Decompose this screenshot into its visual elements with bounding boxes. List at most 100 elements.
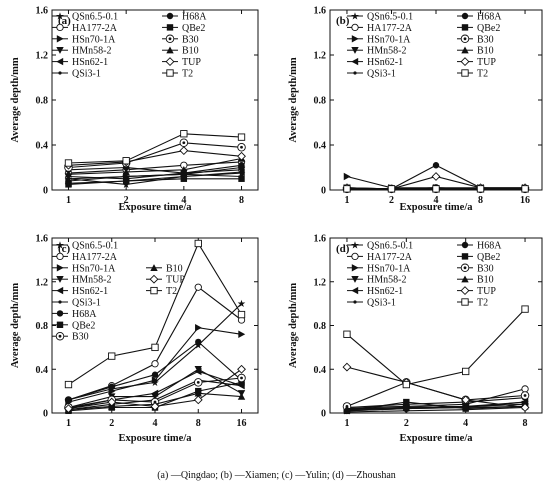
legend-marker — [461, 46, 469, 54]
data-point-core — [240, 376, 243, 380]
legend-item: HSn62-1 — [52, 57, 108, 68]
y-axis-label: Average depth/mm — [10, 283, 21, 368]
legend-marker-shape — [351, 252, 359, 261]
legend-marker-core — [58, 334, 62, 338]
legend-item: QBe2 — [457, 252, 500, 263]
legend-marker — [461, 275, 469, 283]
data-point-shape — [194, 239, 202, 248]
legend-marker — [351, 286, 359, 295]
legend: ★ QSn6.5-0.1HA177-2AHSn70-1AHMn58-2HSn62-… — [52, 241, 185, 343]
legend-label: HA177-2A — [367, 252, 413, 263]
legend-marker — [353, 71, 357, 75]
legend-marker — [166, 24, 174, 31]
data-point-shape — [180, 175, 188, 182]
y-tick-label: 1.2 — [36, 277, 49, 288]
data-point-shape — [237, 364, 246, 374]
data-point-shape — [193, 395, 203, 405]
data-point — [238, 175, 245, 182]
legend-marker — [55, 331, 65, 341]
legend-marker-glyph: ★ — [351, 12, 360, 23]
legend-marker — [165, 57, 175, 67]
legend-item: T2 — [146, 286, 177, 297]
data-point-shape — [151, 389, 159, 398]
y-tick-label: 0.4 — [36, 365, 49, 376]
legend-label: B30 — [72, 332, 89, 343]
data-point — [431, 172, 441, 181]
legend-marker — [461, 253, 469, 260]
series-line — [68, 164, 242, 174]
legend-label: QSi3-1 — [367, 69, 396, 80]
x-tick-label: 2 — [389, 195, 394, 206]
legend-item: B10 — [457, 275, 494, 286]
x-tick-label: 8 — [523, 418, 528, 429]
legend-marker — [58, 71, 62, 75]
data-point: ★ — [237, 299, 246, 310]
legend-item: H68A — [162, 12, 207, 23]
x-tick-label: 8 — [478, 195, 483, 206]
data-point-shape — [432, 185, 440, 193]
legend-label: QSn6.5-0.1 — [72, 241, 118, 252]
y-tick-label: 0.4 — [314, 141, 327, 152]
data-point-shape — [150, 402, 160, 411]
legend-item: TUP — [457, 57, 496, 68]
legend-item: TUP — [146, 275, 185, 286]
legend-marker-shape — [461, 253, 469, 260]
data-point-shape — [65, 181, 72, 188]
legend-item: B30 — [457, 34, 494, 45]
legend: ★ QSn6.5-0.1HA177-2AHSn70-1AHMn58-2HSn62-… — [347, 12, 502, 80]
data-point-shape — [65, 396, 72, 404]
legend-label: QSn6.5-0.1 — [367, 12, 413, 23]
legend-item: HSn70-1A — [52, 263, 116, 274]
series-line — [68, 157, 242, 175]
data-point-core — [182, 141, 186, 145]
data-point — [151, 360, 159, 368]
legend-marker-shape — [353, 300, 357, 304]
series-T2 — [64, 130, 246, 167]
data-point — [238, 330, 246, 338]
legend-marker-shape — [56, 321, 64, 328]
data-point-shape — [521, 385, 529, 393]
x-tick-label: 1 — [66, 195, 71, 206]
data-point-shape — [461, 395, 471, 405]
legend-marker-shape — [150, 264, 158, 271]
data-point — [66, 177, 71, 181]
data-point-shape — [237, 151, 246, 161]
data-point — [237, 168, 245, 176]
data-point-core — [196, 380, 200, 384]
data-point — [151, 371, 159, 378]
data-point — [237, 392, 246, 400]
legend-marker-shape — [56, 47, 64, 54]
x-tick-label: 1 — [344, 195, 349, 206]
legend-marker-shape — [150, 286, 158, 295]
legend-marker — [351, 276, 359, 283]
legend-marker-shape — [351, 264, 359, 272]
x-axis-label: Exposure time/a — [118, 202, 192, 213]
data-point-shape — [195, 338, 202, 346]
x-tick-label: 1 — [66, 418, 71, 429]
data-point — [193, 395, 203, 405]
y-tick-label: 1.2 — [36, 51, 49, 62]
data-point — [461, 402, 470, 410]
y-tick-label: 1.2 — [314, 277, 327, 288]
y-tick-label: 0.8 — [314, 96, 327, 107]
data-point — [343, 404, 351, 412]
legend-marker — [461, 298, 469, 306]
data-point — [343, 172, 351, 181]
legend-item: QBe2 — [162, 23, 205, 34]
legend-marker-core — [463, 37, 467, 41]
legend-label: TUP — [477, 286, 496, 297]
y-tick-label: 0 — [43, 186, 48, 197]
data-point-shape — [403, 398, 410, 406]
series-line — [346, 308, 526, 386]
data-point — [122, 157, 130, 165]
legend-marker-shape — [56, 276, 64, 283]
data-point-shape — [343, 330, 351, 338]
legend-item: QBe2 — [457, 23, 500, 34]
legend-label: QBe2 — [477, 23, 500, 34]
x-tick-label: 16 — [237, 418, 247, 429]
data-point-shape — [122, 157, 130, 165]
legend-label: QSi3-1 — [367, 298, 396, 309]
data-point — [432, 162, 440, 169]
data-point-shape — [194, 283, 202, 291]
legend-item: HMn58-2 — [52, 275, 111, 286]
